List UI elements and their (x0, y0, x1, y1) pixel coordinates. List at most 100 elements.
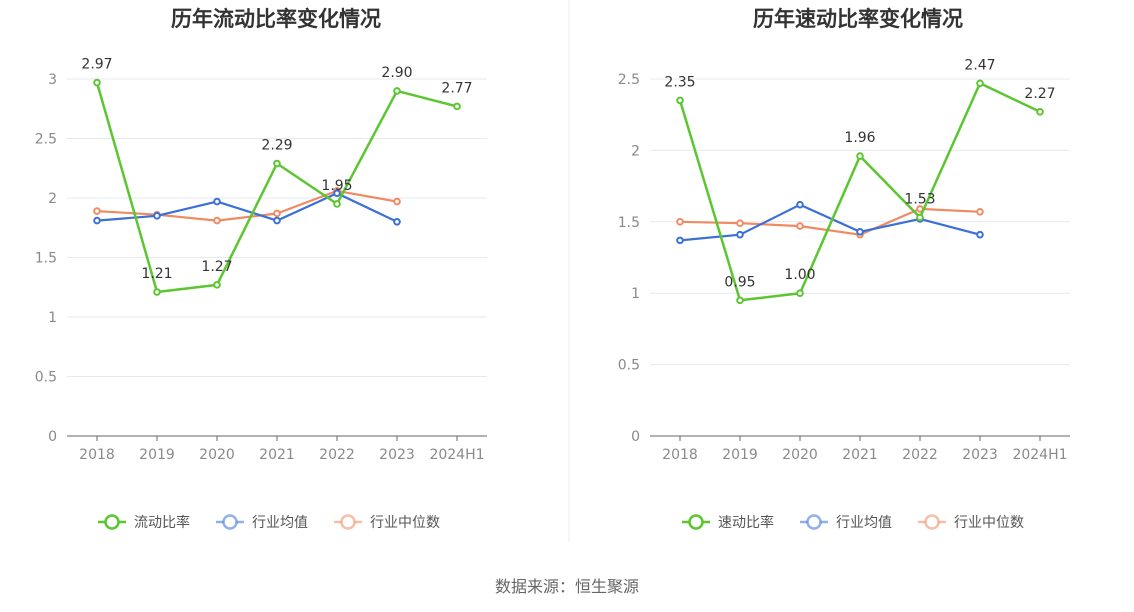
x-tick-label: 2020 (782, 447, 818, 463)
series-line-median (679, 207, 981, 236)
data-point-avg (676, 236, 684, 245)
data-point-main (93, 78, 101, 87)
legend-label: 行业均值 (252, 515, 308, 531)
data-point-avg (273, 216, 281, 225)
chart-title: 历年速动比率变化情况 (753, 7, 963, 31)
data-point-main (153, 288, 161, 296)
x-tick-label: 2021 (842, 447, 878, 463)
y-tick-label: 1.5 (35, 251, 57, 267)
x-tick-label: 2024H1 (429, 447, 484, 463)
data-point-avg (153, 212, 161, 220)
data-point-avg (736, 230, 744, 239)
y-tick-label: 1.5 (618, 215, 640, 231)
data-label: 2.47 (964, 57, 995, 73)
series-line-median (96, 189, 398, 222)
legend-label: 行业中位数 (954, 515, 1024, 531)
data-label: 1.00 (784, 267, 815, 283)
data-label: 1.96 (844, 130, 875, 146)
data-point-median (976, 208, 984, 216)
series-line-avg (96, 192, 398, 223)
data-point-main (736, 296, 744, 305)
x-tick-label: 2020 (199, 447, 235, 463)
data-label: 2.29 (261, 137, 292, 153)
legend-item-median: 行业中位数 (334, 514, 440, 531)
legend-marker-icon (924, 514, 940, 530)
series-line-main (95, 82, 458, 294)
data-point-median (796, 222, 804, 230)
data-point-main (976, 79, 984, 88)
data-point-median (676, 218, 684, 226)
legend-label: 行业中位数 (370, 515, 440, 531)
data-point-main (333, 200, 341, 208)
source-note: 数据来源：恒生聚源 (495, 577, 639, 596)
x-tick-label: 2019 (139, 447, 175, 463)
legend-label: 流动比率 (134, 514, 190, 531)
legend-marker-icon (688, 514, 704, 530)
y-tick-label: 2 (631, 143, 640, 159)
data-label: 2.77 (441, 80, 472, 96)
y-tick-label: 1 (48, 310, 57, 326)
y-tick-label: 2.5 (618, 72, 640, 88)
data-point-median (93, 207, 101, 215)
y-tick-label: 0 (631, 429, 640, 445)
x-tick-label: 2019 (722, 447, 758, 463)
legend-label: 行业均值 (836, 515, 892, 531)
data-point-main (1036, 108, 1044, 116)
data-point-median (736, 219, 744, 228)
data-point-avg (213, 197, 221, 206)
legend-marker-icon (104, 514, 120, 530)
data-point-main (916, 213, 924, 222)
x-tick-label: 2022 (319, 447, 355, 463)
data-label: 1.95 (321, 178, 352, 194)
data-label: 2.35 (664, 74, 695, 90)
legend-item-main: 流动比率 (98, 514, 190, 531)
y-tick-label: 2 (48, 191, 57, 207)
x-tick-label: 2021 (259, 447, 295, 463)
legend-marker-icon (340, 514, 356, 530)
data-point-main (676, 96, 684, 105)
data-point-main (453, 102, 461, 111)
data-point-avg (796, 200, 804, 209)
y-tick-label: 0.5 (35, 370, 57, 386)
data-point-avg (93, 216, 101, 225)
x-tick-label: 2018 (662, 447, 698, 463)
data-point-main (796, 289, 804, 298)
legend-marker-icon (806, 514, 822, 530)
data-label: 2.27 (1024, 86, 1055, 102)
data-point-main (273, 159, 281, 168)
series-line-avg (679, 203, 981, 242)
x-tick-label: 2024H1 (1012, 447, 1067, 463)
x-tick-label: 2023 (379, 447, 415, 463)
data-point-avg (393, 218, 401, 226)
data-point-avg (856, 227, 864, 236)
legend-item-median: 行业中位数 (918, 514, 1024, 531)
y-tick-label: 0.5 (618, 358, 640, 374)
legend-item-avg: 行业均值 (216, 514, 308, 531)
legend-marker-icon (222, 514, 238, 530)
data-point-median (273, 209, 281, 218)
data-label: 1.27 (201, 259, 232, 275)
legend-item-main: 速动比率 (682, 514, 774, 531)
data-label: 2.97 (81, 57, 112, 73)
data-point-median (213, 216, 221, 225)
data-label: 0.95 (724, 274, 755, 290)
data-label: 2.90 (381, 65, 412, 81)
legend-label: 速动比率 (718, 514, 774, 531)
x-tick-label: 2023 (962, 447, 998, 463)
data-point-avg (333, 189, 341, 198)
data-point-median (393, 197, 401, 206)
y-tick-label: 0 (48, 429, 57, 445)
data-point-main (213, 281, 221, 289)
data-point-avg (976, 230, 984, 239)
data-label: 1.21 (141, 266, 172, 282)
y-tick-label: 2.5 (35, 132, 57, 148)
y-tick-label: 3 (48, 72, 57, 88)
current-ratio-chart: 历年流动比率变化情况 0 0.5 1 1.5 2 2.5 3 2018 2019 2020 2021 2… (35, 7, 487, 531)
data-point-main (856, 152, 864, 160)
legend-item-avg: 行业均值 (800, 514, 892, 531)
x-tick-label: 2022 (902, 447, 938, 463)
series-line-main (678, 82, 1041, 302)
quick-ratio-chart: 历年速动比率变化情况 0 0.5 1 1.5 2 2.5 2018 2019 2020 2021 20… (618, 7, 1070, 531)
data-point-main (393, 87, 401, 95)
